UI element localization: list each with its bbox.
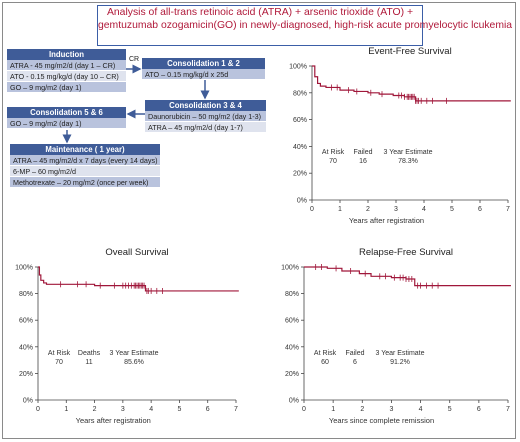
x-tick-label: 7	[506, 206, 510, 213]
maintenance-row: Methotrexate – 20 mg/m2 (once per week)	[10, 177, 160, 188]
y-tick-label: 60%	[293, 117, 307, 124]
consolidation56-row: GO – 9 mg/m2 (day 1)	[7, 118, 126, 129]
consolidation34-title: Consolidation 3 & 4	[145, 100, 266, 111]
at-risk-label: At Risk	[48, 350, 71, 357]
consolidation12-box: Consolidation 1 & 2 ATO – 0.15 mg/kg/d x…	[142, 58, 265, 80]
y-tick-label: 0%	[23, 398, 33, 405]
maintenance-title: Maintenance ( 1 year)	[10, 144, 160, 155]
x-tick-label: 2	[93, 406, 97, 413]
y-tick-label: 40%	[19, 344, 33, 351]
x-axis-label: Years after registration	[349, 216, 424, 225]
y-tick-label: 0%	[289, 398, 299, 405]
survival-curve	[38, 266, 239, 292]
y-tick-label: 20%	[285, 371, 299, 378]
relapse-free-survival-chart: Relapse-Free Survival 0% 20% 40% 60% 80% 100% 0…	[281, 247, 511, 425]
overall-survival-chart: Oveall Survival 0% 20% 40% 60% 80% 100% 0 1 2 3 4 5 6…	[15, 247, 239, 425]
maintenance-box: Maintenance ( 1 year) ATRA – 45 mg/m2/d …	[10, 144, 160, 188]
x-tick-label: 2	[360, 406, 364, 413]
event-value: 11	[85, 359, 92, 366]
x-tick-label: 6	[478, 206, 482, 213]
x-tick-label: 1	[331, 406, 335, 413]
y-tick-label: 80%	[293, 90, 307, 97]
maintenance-row: 6-MP – 60 mg/m2/d	[10, 166, 160, 177]
consolidation34-row: Daunorubicin – 50 mg/m2 (day 1-3)	[145, 111, 266, 122]
figure-title: Analysis of all-trans retinoic acid (ATR…	[97, 5, 513, 46]
event-value: 6	[353, 359, 357, 366]
flow-connectors	[62, 64, 210, 144]
induction-box: Induction ATRA - 45 mg/m2/d (day 1 – CR)…	[7, 49, 126, 93]
x-tick-label: 4	[419, 406, 423, 413]
estimate-label: 3 Year Estimate	[109, 350, 158, 357]
induction-row: ATRA - 45 mg/m2/d (day 1 – CR)	[7, 60, 126, 71]
event-label: Deaths	[78, 350, 101, 357]
y-tick-label: 100%	[281, 265, 299, 272]
x-tick-label: 1	[64, 406, 68, 413]
survival-curve	[304, 266, 511, 287]
x-tick-label: 3	[121, 406, 125, 413]
consolidation34-box: Consolidation 3 & 4 Daunorubicin – 50 mg…	[145, 100, 266, 133]
event-value: 16	[359, 158, 367, 165]
event-free-survival-chart: Event-Free Survival 0% 20% 40% 60% 80% 100% 0 1 2…	[289, 46, 511, 225]
title-line-1: Analysis of all-trans retinoic acid (ATR…	[106, 7, 414, 18]
x-tick-label: 5	[177, 406, 181, 413]
x-tick-label: 1	[338, 206, 342, 213]
y-tick-label: 100%	[289, 64, 307, 71]
y-tick-label: 60%	[285, 318, 299, 325]
estimate-value: 91.2%	[390, 359, 410, 366]
at-risk-value: 70	[329, 158, 337, 165]
x-tick-label: 5	[450, 206, 454, 213]
x-axis-label: Years since complete remission	[329, 416, 434, 425]
induction-row: GO – 9 mg/m2 (day 1)	[7, 82, 126, 93]
x-tick-label: 4	[149, 406, 153, 413]
x-tick-label: 0	[36, 406, 40, 413]
maintenance-row: ATRA – 45 mg/m2/d x 7 days (every 14 day…	[10, 155, 160, 166]
x-tick-label: 6	[477, 406, 481, 413]
y-tick-label: 80%	[285, 291, 299, 298]
consolidation56-title: Consolidation 5 & 6	[7, 107, 126, 118]
cr-label: CR	[129, 56, 140, 63]
x-tick-label: 4	[422, 206, 426, 213]
x-tick-label: 3	[389, 406, 393, 413]
estimate-label: 3 Year Estimate	[383, 149, 432, 156]
induction-row: ATO - 0.15 mg/kg/d (day 10 – CR)	[7, 71, 126, 82]
chart-title: Oveall Survival	[105, 247, 168, 258]
title-line-2: gemtuzumab ozogamicin(GO) in newly-diagn…	[98, 19, 513, 31]
at-risk-value: 70	[55, 359, 63, 366]
x-tick-label: 3	[394, 206, 398, 213]
y-tick-label: 40%	[285, 344, 299, 351]
x-tick-label: 6	[206, 406, 210, 413]
at-risk-value: 60	[321, 359, 329, 366]
consolidation12-row: ATO – 0.15 mg/kg/d x 25d	[142, 69, 265, 80]
estimate-value: 85.6%	[124, 359, 144, 366]
y-tick-label: 0%	[297, 198, 307, 205]
induction-title: Induction	[7, 49, 126, 60]
y-tick-label: 40%	[293, 144, 307, 151]
event-label: Failed	[353, 149, 372, 156]
consolidation12-title: Consolidation 1 & 2	[142, 58, 265, 69]
y-tick-label: 100%	[15, 265, 33, 272]
y-tick-label: 20%	[293, 171, 307, 178]
estimate-label: 3 Year Estimate	[375, 350, 424, 357]
y-tick-label: 80%	[19, 291, 33, 298]
x-tick-label: 2	[366, 206, 370, 213]
chart-title: Event-Free Survival	[368, 46, 451, 57]
x-tick-label: 0	[302, 406, 306, 413]
x-tick-label: 5	[448, 406, 452, 413]
at-risk-label: At Risk	[322, 149, 345, 156]
figure-frame	[2, 2, 516, 439]
x-tick-label: 7	[234, 406, 238, 413]
y-tick-label: 60%	[19, 318, 33, 325]
event-label: Failed	[345, 350, 364, 357]
x-axis-label: Years after registration	[76, 416, 151, 425]
consolidation56-box: Consolidation 5 & 6 GO – 9 mg/m2 (day 1)	[7, 107, 126, 129]
at-risk-label: At Risk	[314, 350, 337, 357]
x-tick-label: 0	[310, 206, 314, 213]
x-tick-label: 7	[506, 406, 510, 413]
chart-title: Relapse-Free Survival	[359, 247, 453, 258]
y-tick-label: 20%	[19, 371, 33, 378]
estimate-value: 78.3%	[398, 158, 418, 165]
consolidation34-row: ATRA – 45 mg/m2/d (day 1-7)	[145, 122, 266, 133]
survival-curve	[312, 65, 511, 102]
